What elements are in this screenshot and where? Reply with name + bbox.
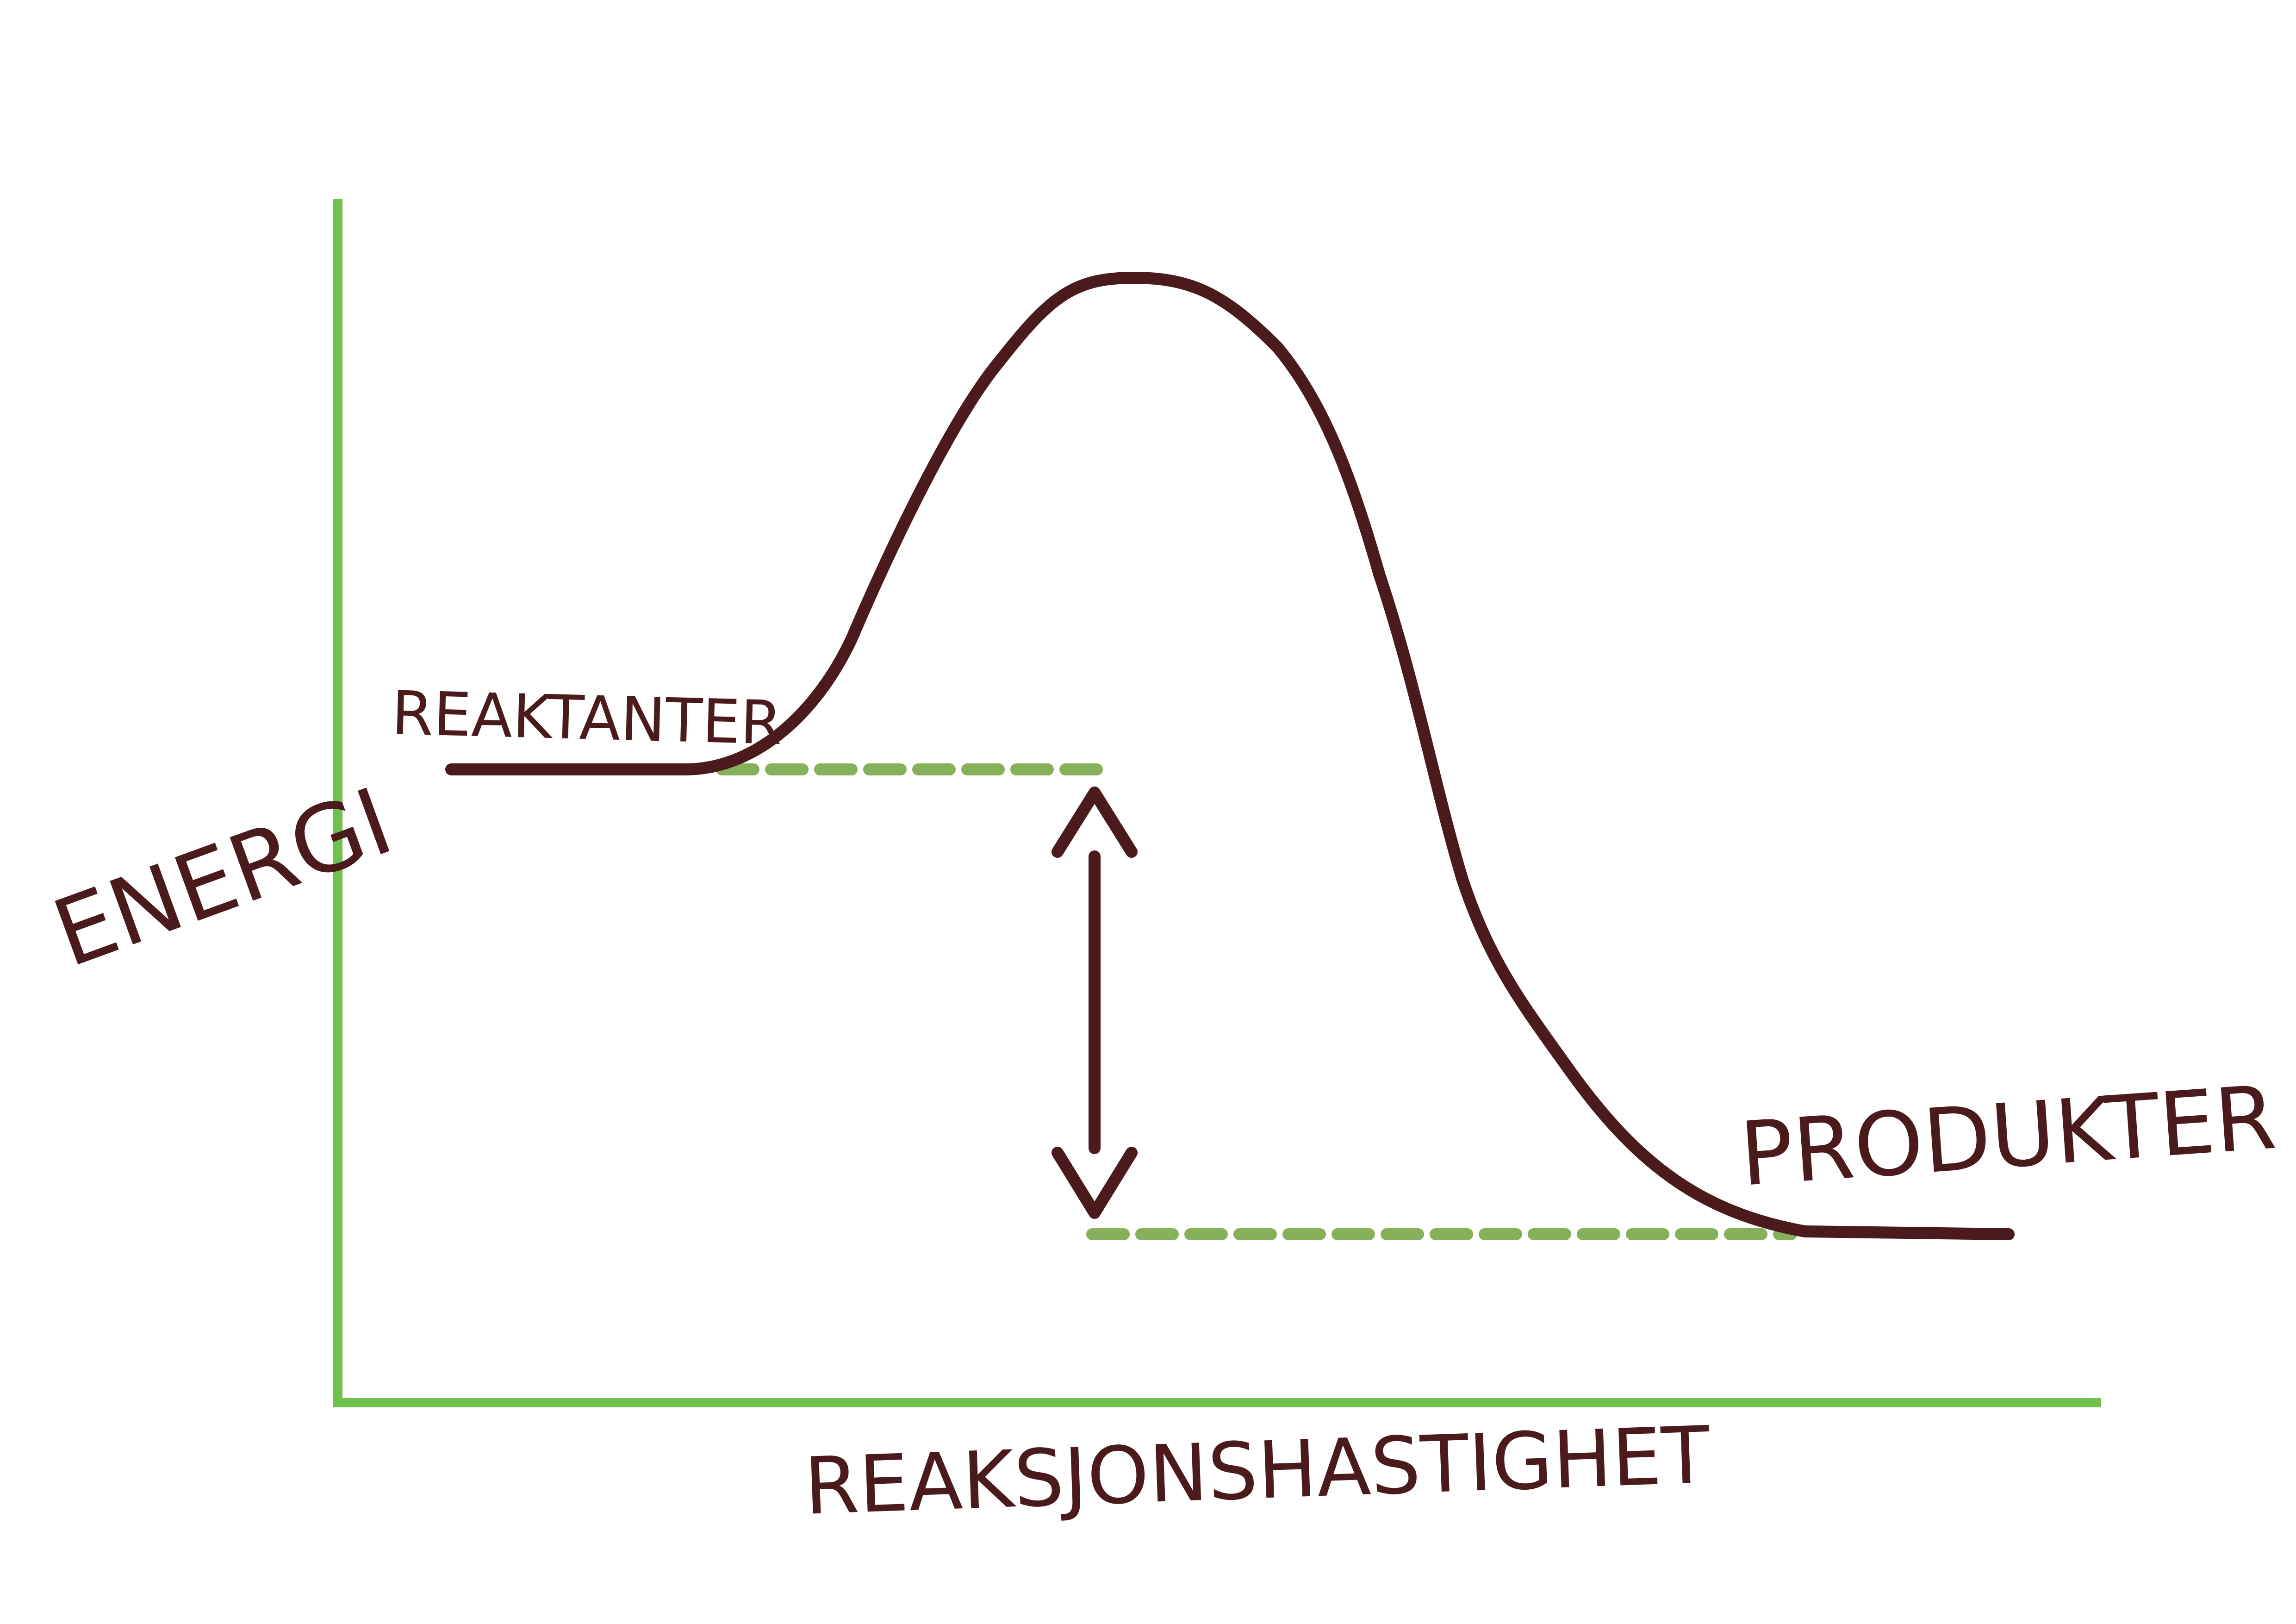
arrow-head-up-icon [1052,787,1138,858]
energy-difference-arrow [1052,787,1138,1219]
reaction-energy-curve [445,272,2015,1240]
guides [716,763,1797,1240]
reactants-label: REAKTANTER [391,678,783,758]
axes [333,199,2101,1407]
x-axis-label: REAKSJONSHASTIGHET [803,1410,1712,1533]
y-axis-label: ENERGI [40,768,405,988]
arrow-head-down-icon [1052,1147,1138,1219]
products-label: PRODUKTER [1737,1067,2279,1206]
